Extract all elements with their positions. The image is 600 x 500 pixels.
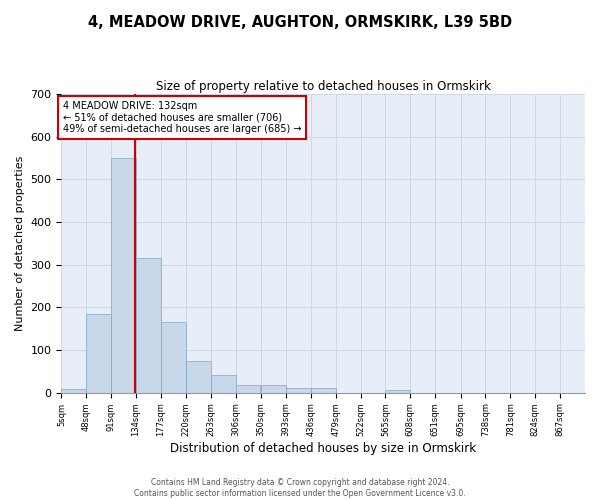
Y-axis label: Number of detached properties: Number of detached properties bbox=[15, 156, 25, 331]
Bar bbox=[186, 360, 211, 392]
Title: Size of property relative to detached houses in Ormskirk: Size of property relative to detached ho… bbox=[156, 80, 491, 93]
Bar bbox=[236, 385, 260, 392]
Bar bbox=[261, 385, 286, 392]
Bar bbox=[385, 390, 410, 392]
Bar bbox=[311, 388, 335, 392]
Bar bbox=[211, 375, 236, 392]
Bar bbox=[286, 388, 311, 392]
Text: 4, MEADOW DRIVE, AUGHTON, ORMSKIRK, L39 5BD: 4, MEADOW DRIVE, AUGHTON, ORMSKIRK, L39 … bbox=[88, 15, 512, 30]
Text: Contains HM Land Registry data © Crown copyright and database right 2024.
Contai: Contains HM Land Registry data © Crown c… bbox=[134, 478, 466, 498]
Bar bbox=[111, 158, 136, 392]
X-axis label: Distribution of detached houses by size in Ormskirk: Distribution of detached houses by size … bbox=[170, 442, 476, 455]
Bar bbox=[61, 390, 86, 392]
Bar bbox=[161, 322, 186, 392]
Bar bbox=[86, 314, 111, 392]
Bar bbox=[136, 258, 161, 392]
Text: 4 MEADOW DRIVE: 132sqm
← 51% of detached houses are smaller (706)
49% of semi-de: 4 MEADOW DRIVE: 132sqm ← 51% of detached… bbox=[63, 100, 302, 134]
